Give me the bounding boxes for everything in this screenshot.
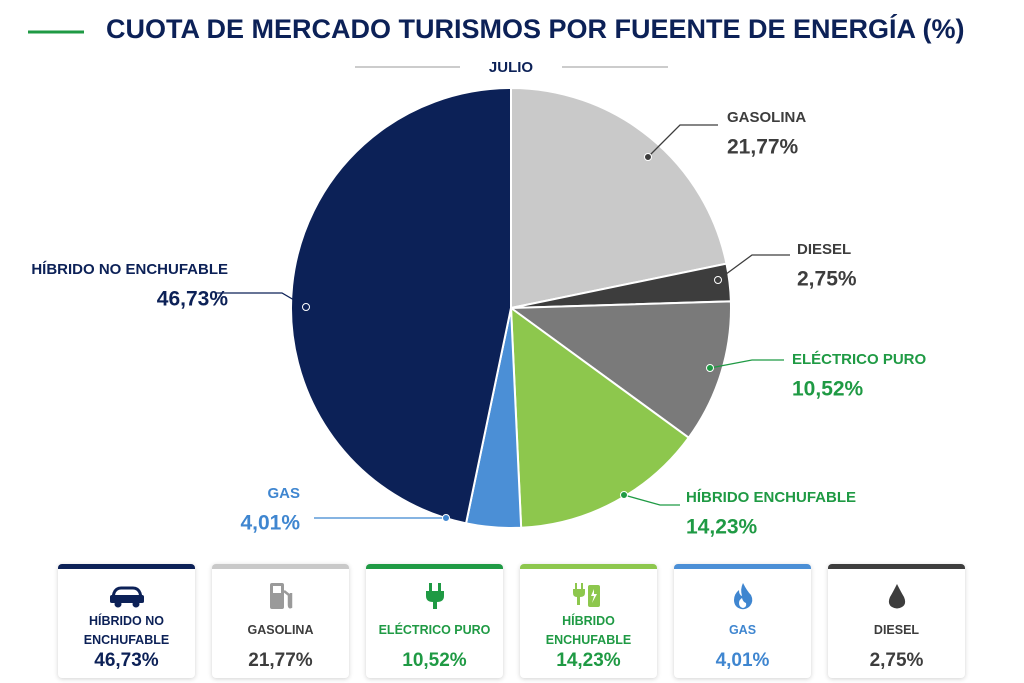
card-icon <box>887 581 907 611</box>
summary-card: ELÉCTRICO PURO 10,52% <box>366 564 503 678</box>
pie-slice <box>290 86 512 525</box>
leader-dot <box>620 491 628 499</box>
slice-label: GAS <box>267 485 300 502</box>
summary-card: DIESEL 2,75% <box>828 564 965 678</box>
leader-line <box>623 494 680 506</box>
summary-card: HÍBRIDO NO ENCHUFABLE 46,73% <box>58 564 195 678</box>
summary-card: GASOLINA 21,77% <box>212 564 349 678</box>
slice-label: GASOLINA <box>727 109 806 126</box>
card-icon <box>731 581 755 611</box>
card-label: HÍBRIDO ENCHUFABLE <box>545 613 632 647</box>
slice-value: 21,77% <box>727 136 799 159</box>
leader-line <box>709 359 784 369</box>
leader-line <box>216 292 307 308</box>
chart-subtitle: JULIO <box>489 59 534 76</box>
slice-label: HÍBRIDO NO ENCHUFABLE <box>31 261 228 278</box>
card-value: 21,77% <box>248 650 313 671</box>
card-value: 46,73% <box>94 650 159 671</box>
leader-dot <box>442 514 450 522</box>
leader-dot <box>302 303 310 311</box>
card-value: 2,75% <box>869 650 924 671</box>
pie-slice <box>509 305 691 529</box>
card-label: GASOLINA <box>247 623 314 637</box>
card-icon <box>423 581 447 611</box>
slice-value: 4,01% <box>240 512 300 535</box>
card-icon <box>108 581 146 611</box>
slice-label: ELÉCTRICO PURO <box>792 351 927 368</box>
leader-line <box>717 254 790 281</box>
leader-line <box>647 124 718 158</box>
slice-label: DIESEL <box>797 241 851 258</box>
slice-value: 10,52% <box>792 378 864 401</box>
card-label: HÍBRIDO NO ENCHUFABLE <box>83 613 170 647</box>
leader-dot <box>714 276 722 284</box>
summary-card: HÍBRIDO ENCHUFABLE 14,23% <box>520 564 657 678</box>
card-icon <box>268 581 294 611</box>
card-label: DIESEL <box>873 623 920 637</box>
slice-value: 46,73% <box>157 288 229 311</box>
card-label: ELÉCTRICO PURO <box>378 623 491 637</box>
chart-title: CUOTA DE MERCADO TURISMOS POR FUEENTE DE… <box>106 13 965 44</box>
card-icon <box>572 581 606 611</box>
card-value: 4,01% <box>715 650 770 671</box>
pie-slice <box>508 300 732 440</box>
slice-value: 14,23% <box>686 516 758 539</box>
pie-slice <box>510 86 728 310</box>
slice-value: 2,75% <box>797 268 857 291</box>
slice-label: HÍBRIDO ENCHUFABLE <box>686 489 856 506</box>
card-label: GAS <box>728 623 757 637</box>
leader-dot <box>706 364 714 372</box>
summary-card: GAS 4,01% <box>674 564 811 678</box>
leader-dot <box>644 153 652 161</box>
card-value: 10,52% <box>402 650 467 671</box>
card-value: 14,23% <box>556 650 621 671</box>
